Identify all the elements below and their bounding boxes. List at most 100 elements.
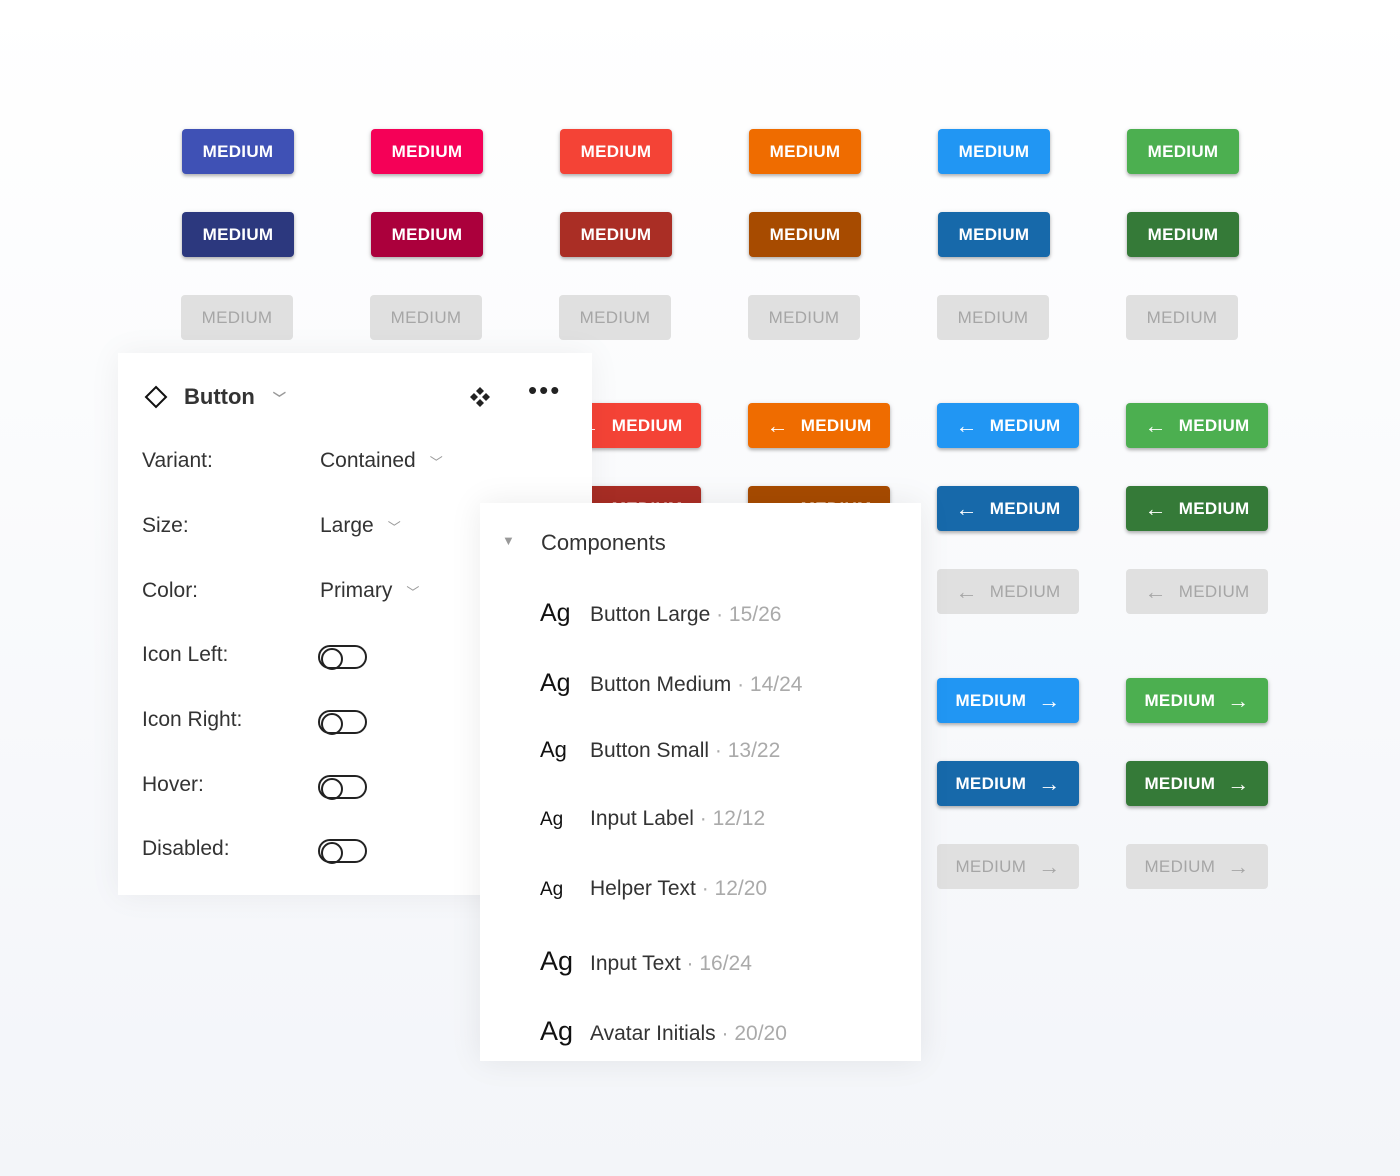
medium-button[interactable]: MEDIUM xyxy=(560,212,672,257)
medium-button[interactable]: MEDIUM → xyxy=(937,844,1079,889)
medium-button[interactable]: MEDIUM xyxy=(182,129,294,174)
button-label: MEDIUM xyxy=(958,141,1030,161)
text-style-icon: Ag xyxy=(540,599,571,627)
button-label: MEDIUM xyxy=(1147,141,1219,161)
medium-button[interactable]: ← MEDIUM xyxy=(937,403,1079,448)
text-style-name: Input Text xyxy=(590,952,681,975)
medium-button[interactable]: ← MEDIUM xyxy=(937,486,1079,531)
prop-value: Contained xyxy=(320,449,416,472)
medium-button[interactable]: MEDIUM xyxy=(1126,295,1238,340)
medium-button[interactable]: MEDIUM xyxy=(371,129,483,174)
button-label: MEDIUM xyxy=(800,415,872,435)
button-label: MEDIUM xyxy=(1178,498,1250,518)
arrow-left-icon: ← xyxy=(1144,412,1167,438)
prop-toggle[interactable] xyxy=(318,775,367,800)
prop-toggle[interactable] xyxy=(318,710,367,735)
text-style-item[interactable]: Ag Helper Text · 12/20 xyxy=(540,877,767,901)
medium-button[interactable]: ← MEDIUM xyxy=(748,403,890,448)
medium-button[interactable]: MEDIUM xyxy=(938,129,1050,174)
button-label: MEDIUM xyxy=(390,307,462,327)
more-options-icon[interactable]: ••• xyxy=(528,375,562,405)
prop-toggle[interactable] xyxy=(318,839,367,864)
chevron-down-icon: ﹀ xyxy=(272,390,286,406)
text-style-name: Button Small xyxy=(590,739,710,762)
button-label: MEDIUM xyxy=(769,141,841,161)
text-style-item[interactable]: Ag Button Medium · 14/24 xyxy=(540,669,802,698)
button-label: MEDIUM xyxy=(1178,581,1250,601)
text-style-name: Avatar Initials xyxy=(590,1022,716,1045)
prop-select[interactable]: Primary ﹀ xyxy=(320,579,419,603)
medium-button[interactable]: MEDIUM → xyxy=(1126,761,1268,806)
medium-button[interactable]: MEDIUM → xyxy=(1126,678,1268,723)
medium-button[interactable]: MEDIUM → xyxy=(937,761,1079,806)
button-label: MEDIUM xyxy=(201,307,273,327)
button-label: MEDIUM xyxy=(955,856,1027,876)
medium-button[interactable]: MEDIUM xyxy=(181,295,293,340)
medium-button[interactable]: MEDIUM xyxy=(938,212,1050,257)
button-label: MEDIUM xyxy=(1147,224,1219,244)
prop-value: Primary xyxy=(320,579,393,602)
arrow-left-icon: ← xyxy=(1144,578,1167,604)
prop-label: Icon Right: xyxy=(142,708,243,731)
component-diamond-icon xyxy=(144,385,168,409)
button-label: MEDIUM xyxy=(1178,415,1250,435)
button-label: MEDIUM xyxy=(955,690,1027,710)
text-style-item[interactable]: Ag Input Label · 12/12 xyxy=(540,807,765,831)
prop-toggle[interactable] xyxy=(318,645,367,670)
prop-value: Large xyxy=(320,514,374,537)
medium-button[interactable]: ← MEDIUM xyxy=(1126,569,1268,614)
medium-button[interactable]: MEDIUM → xyxy=(1126,844,1268,889)
arrow-right-icon: → xyxy=(1038,853,1061,879)
medium-button[interactable]: MEDIUM xyxy=(748,295,860,340)
instance-icon[interactable] xyxy=(468,385,492,409)
medium-button[interactable]: ← MEDIUM xyxy=(1126,403,1268,448)
medium-button[interactable]: ← MEDIUM xyxy=(1126,486,1268,531)
button-label: MEDIUM xyxy=(391,141,463,161)
medium-button[interactable]: ← MEDIUM xyxy=(937,569,1079,614)
button-label: MEDIUM xyxy=(989,581,1061,601)
arrow-left-icon: ← xyxy=(766,412,789,438)
button-label: MEDIUM xyxy=(957,307,1029,327)
medium-button[interactable]: MEDIUM xyxy=(559,295,671,340)
chevron-down-icon: ﹀ xyxy=(429,454,443,470)
components-panel: ▼ Components Ag Button Large · 15/26 Ag But… xyxy=(480,503,921,1061)
medium-button[interactable]: MEDIUM xyxy=(1127,129,1239,174)
collapse-triangle-icon[interactable]: ▼ xyxy=(502,533,515,548)
medium-button[interactable]: MEDIUM xyxy=(749,129,861,174)
medium-button[interactable]: MEDIUM → xyxy=(937,678,1079,723)
medium-button[interactable]: MEDIUM xyxy=(1127,212,1239,257)
text-style-name: Button Medium xyxy=(590,673,732,696)
medium-button[interactable]: MEDIUM xyxy=(182,212,294,257)
arrow-left-icon: ← xyxy=(1144,495,1167,521)
medium-button[interactable]: MEDIUM xyxy=(370,295,482,340)
text-style-meta: · 12/12 xyxy=(699,807,766,830)
text-style-item[interactable]: Ag Button Small · 13/22 xyxy=(540,737,780,763)
button-label: MEDIUM xyxy=(1144,773,1216,793)
button-label: MEDIUM xyxy=(989,415,1061,435)
text-style-icon: Ag xyxy=(540,669,571,697)
button-label: MEDIUM xyxy=(1146,307,1218,327)
button-label: MEDIUM xyxy=(202,224,274,244)
prop-select[interactable]: Contained ﹀ xyxy=(320,449,443,473)
button-label: MEDIUM xyxy=(611,415,683,435)
prop-label: Size: xyxy=(142,514,189,537)
prop-label: Icon Left: xyxy=(142,643,229,666)
medium-button[interactable]: MEDIUM xyxy=(560,129,672,174)
text-style-meta: · 13/22 xyxy=(714,739,781,762)
text-style-icon: Ag xyxy=(540,809,564,830)
text-style-meta: · 14/24 xyxy=(737,673,803,696)
text-style-icon: Ag xyxy=(540,879,564,900)
arrow-left-icon: ← xyxy=(955,578,978,604)
medium-button[interactable]: MEDIUM xyxy=(749,212,861,257)
medium-button[interactable]: MEDIUM xyxy=(937,295,1049,340)
prop-label: Variant: xyxy=(142,449,213,472)
text-style-meta: · 20/20 xyxy=(721,1022,787,1045)
text-style-item[interactable]: Ag Input Text · 16/24 xyxy=(540,946,752,977)
button-label: MEDIUM xyxy=(580,224,652,244)
button-label: MEDIUM xyxy=(769,224,841,244)
text-style-item[interactable]: Ag Avatar Initials · 20/20 xyxy=(540,1016,787,1047)
prop-select[interactable]: Large ﹀ xyxy=(320,514,401,538)
component-select[interactable]: Button ﹀ xyxy=(184,384,286,410)
medium-button[interactable]: MEDIUM xyxy=(371,212,483,257)
text-style-item[interactable]: Ag Button Large · 15/26 xyxy=(540,599,782,628)
